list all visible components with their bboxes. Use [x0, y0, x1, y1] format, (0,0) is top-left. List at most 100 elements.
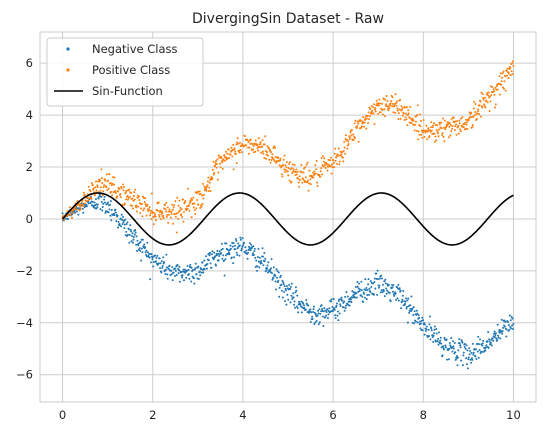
scatter-point	[429, 338, 432, 341]
scatter-point	[355, 292, 358, 295]
scatter-point	[371, 109, 374, 112]
scatter-point	[178, 269, 180, 272]
scatter-point	[166, 206, 169, 209]
scatter-point	[84, 202, 87, 205]
scatter-point	[395, 299, 398, 302]
scatter-point	[205, 255, 208, 258]
scatter-point	[343, 309, 346, 312]
scatter-point	[426, 130, 429, 133]
scatter-point	[296, 307, 299, 310]
scatter-point	[236, 141, 239, 144]
scatter-point	[205, 188, 208, 191]
scatter-point	[205, 189, 208, 192]
scatter-point	[203, 268, 206, 271]
scatter-point	[460, 359, 463, 362]
scatter-point	[122, 221, 125, 224]
scatter-point	[235, 239, 238, 242]
scatter-point	[374, 106, 377, 109]
scatter-point	[491, 85, 494, 88]
scatter-point	[398, 108, 401, 111]
scatter-point	[121, 218, 124, 221]
scatter-point	[125, 223, 128, 225]
scatter-point	[232, 242, 235, 245]
x-tick-label: 0	[59, 408, 66, 422]
scatter-point	[133, 191, 136, 194]
scatter-point	[445, 338, 448, 341]
scatter-point	[397, 112, 400, 115]
scatter-point	[474, 348, 477, 351]
scatter-point	[297, 177, 300, 180]
scatter-point	[399, 98, 402, 101]
scatter-point	[321, 173, 324, 176]
scatter-point	[151, 256, 154, 259]
scatter-point	[210, 266, 213, 269]
scatter-point	[508, 328, 511, 331]
scatter-point	[378, 98, 381, 101]
scatter-point	[272, 276, 275, 279]
scatter-point	[477, 356, 480, 359]
scatter-point	[171, 279, 174, 282]
scatter-point	[489, 341, 492, 344]
scatter-point	[430, 327, 433, 330]
scatter-point	[470, 357, 473, 360]
scatter-point	[275, 276, 278, 279]
scatter-point	[224, 159, 227, 162]
scatter-point	[325, 314, 328, 317]
scatter-point	[380, 289, 383, 292]
scatter-point	[194, 212, 197, 215]
scatter-point	[273, 145, 276, 148]
scatter-point	[464, 121, 467, 124]
scatter-point	[379, 102, 382, 105]
scatter-point	[188, 202, 191, 205]
scatter-point	[317, 312, 320, 315]
scatter-point	[199, 274, 202, 277]
scatter-point	[386, 105, 389, 108]
scatter-point	[480, 350, 483, 353]
scatter-point	[233, 244, 236, 247]
scatter-point	[451, 340, 454, 343]
scatter-point	[101, 209, 104, 212]
scatter-point	[131, 197, 134, 200]
scatter-point	[109, 181, 112, 184]
scatter-point	[309, 178, 312, 181]
scatter-point	[198, 190, 201, 193]
scatter-point	[485, 99, 488, 102]
scatter-point	[491, 337, 494, 340]
scatter-point	[212, 258, 215, 261]
scatter-point	[448, 125, 451, 128]
scatter-point	[455, 123, 458, 126]
scatter-point	[159, 266, 162, 269]
scatter-point	[348, 304, 351, 307]
scatter-point	[266, 145, 269, 148]
scatter-point	[352, 138, 355, 141]
scatter-point	[143, 200, 146, 203]
scatter-point	[90, 182, 93, 185]
scatter-point	[129, 228, 132, 231]
scatter-point	[473, 100, 476, 103]
scatter-point	[503, 80, 506, 83]
scatter-point	[235, 143, 238, 146]
scatter-point	[498, 75, 501, 78]
scatter-point	[340, 296, 343, 299]
scatter-point	[476, 342, 479, 345]
scatter-point	[239, 149, 242, 152]
scatter-point	[404, 106, 407, 109]
scatter-point	[332, 159, 335, 162]
scatter-point	[323, 157, 326, 160]
scatter-point	[323, 164, 326, 167]
scatter-point	[194, 262, 197, 265]
scatter-point	[292, 168, 295, 171]
scatter-point	[506, 67, 509, 70]
scatter-point	[137, 248, 140, 251]
scatter-point	[396, 297, 399, 300]
scatter-point	[436, 124, 439, 127]
scatter-point	[224, 150, 227, 153]
scatter-point	[501, 76, 504, 79]
x-tick-label: 10	[506, 408, 521, 422]
scatter-point	[168, 213, 171, 216]
scatter-point	[443, 119, 446, 122]
scatter-point	[187, 187, 190, 190]
scatter-point	[336, 310, 339, 313]
scatter-point	[346, 295, 349, 298]
scatter-point	[391, 286, 394, 289]
